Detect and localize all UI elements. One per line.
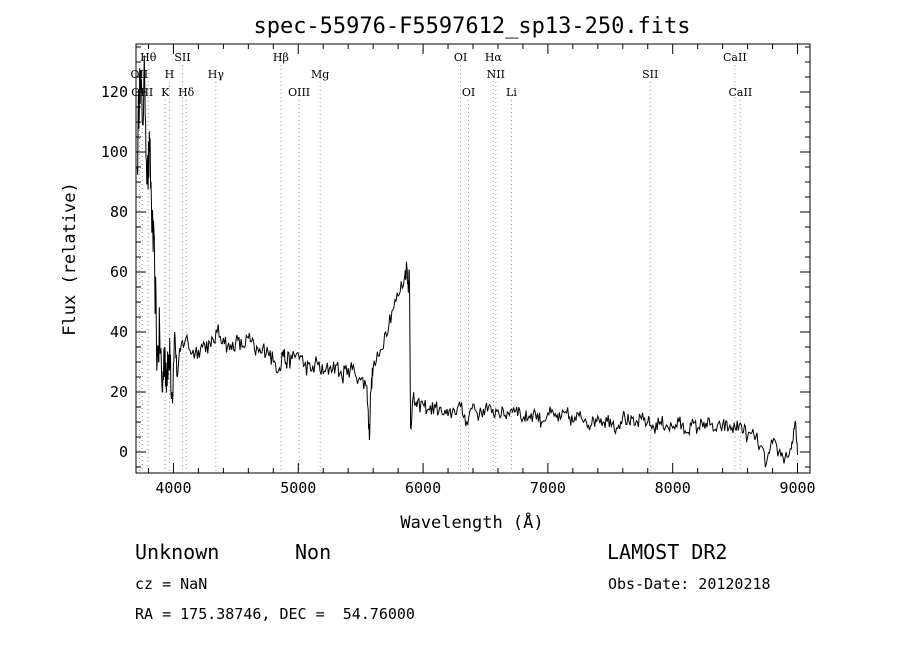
y-tick-label: 20 bbox=[110, 383, 128, 401]
spectral-line-label: Mg bbox=[311, 68, 329, 81]
coordinates: RA = 175.38746, DEC = 54.76000 bbox=[135, 605, 415, 623]
y-tick-label: 60 bbox=[110, 263, 128, 281]
y-tick-label: 120 bbox=[101, 83, 128, 101]
x-tick-label: 6000 bbox=[405, 479, 441, 497]
y-axis-label: Flux (relative) bbox=[60, 182, 80, 336]
y-tick-label: 0 bbox=[119, 443, 128, 461]
class-name: Unknown bbox=[135, 540, 220, 564]
y-tick-label: 40 bbox=[110, 323, 128, 341]
x-tick-label: 4000 bbox=[155, 479, 191, 497]
spectral-line-markers bbox=[138, 65, 741, 473]
x-tick-label: 5000 bbox=[280, 479, 316, 497]
chart-title: spec-55976-F5597612_sp13-250.fits bbox=[253, 14, 690, 39]
axis-tick-labels: 4000 5000 6000 7000 8000 9000 0 20 40 60 80 100 120 bbox=[101, 83, 816, 497]
spectral-line-label: Hα bbox=[485, 51, 503, 64]
x-axis-label: Wavelength (Å) bbox=[400, 511, 543, 533]
x-tick-label: 8000 bbox=[655, 479, 691, 497]
redshift-cz: cz = NaN bbox=[135, 575, 208, 593]
spectral-line-label: Hδ bbox=[178, 86, 195, 99]
spectral-line-label: SII bbox=[642, 68, 658, 81]
spectral-line-label: OI bbox=[462, 86, 475, 99]
spectral-line-label: NII bbox=[487, 68, 505, 81]
spectral-line-label: SII bbox=[174, 51, 190, 64]
obs-date: Obs-Date: 20120218 bbox=[608, 575, 771, 593]
spectral-line-label: K bbox=[161, 86, 170, 99]
y-tick-label: 100 bbox=[101, 143, 128, 161]
y-tick-label: 80 bbox=[110, 203, 128, 221]
subclass: Non bbox=[295, 540, 332, 564]
spectral-line-label: Hθ bbox=[140, 51, 157, 64]
survey-name: LAMOST DR2 bbox=[607, 540, 728, 564]
axis-ticks bbox=[136, 44, 810, 473]
spectral-line-label: CaII bbox=[729, 86, 753, 99]
spectral-line-label: H bbox=[165, 68, 175, 81]
spectral-line-label: Hβ bbox=[273, 51, 289, 64]
x-tick-label: 7000 bbox=[530, 479, 566, 497]
x-tick-label: 9000 bbox=[779, 479, 815, 497]
spectral-line-label: OI bbox=[454, 51, 467, 64]
spectral-line-label: CaII bbox=[723, 51, 747, 64]
plot-frame bbox=[135, 43, 811, 474]
spectral-line-label: Hγ bbox=[208, 68, 225, 81]
spectral-line-label: OIII bbox=[288, 86, 310, 99]
spectral-line-label: Li bbox=[506, 86, 517, 99]
flux-series-line bbox=[136, 55, 798, 468]
